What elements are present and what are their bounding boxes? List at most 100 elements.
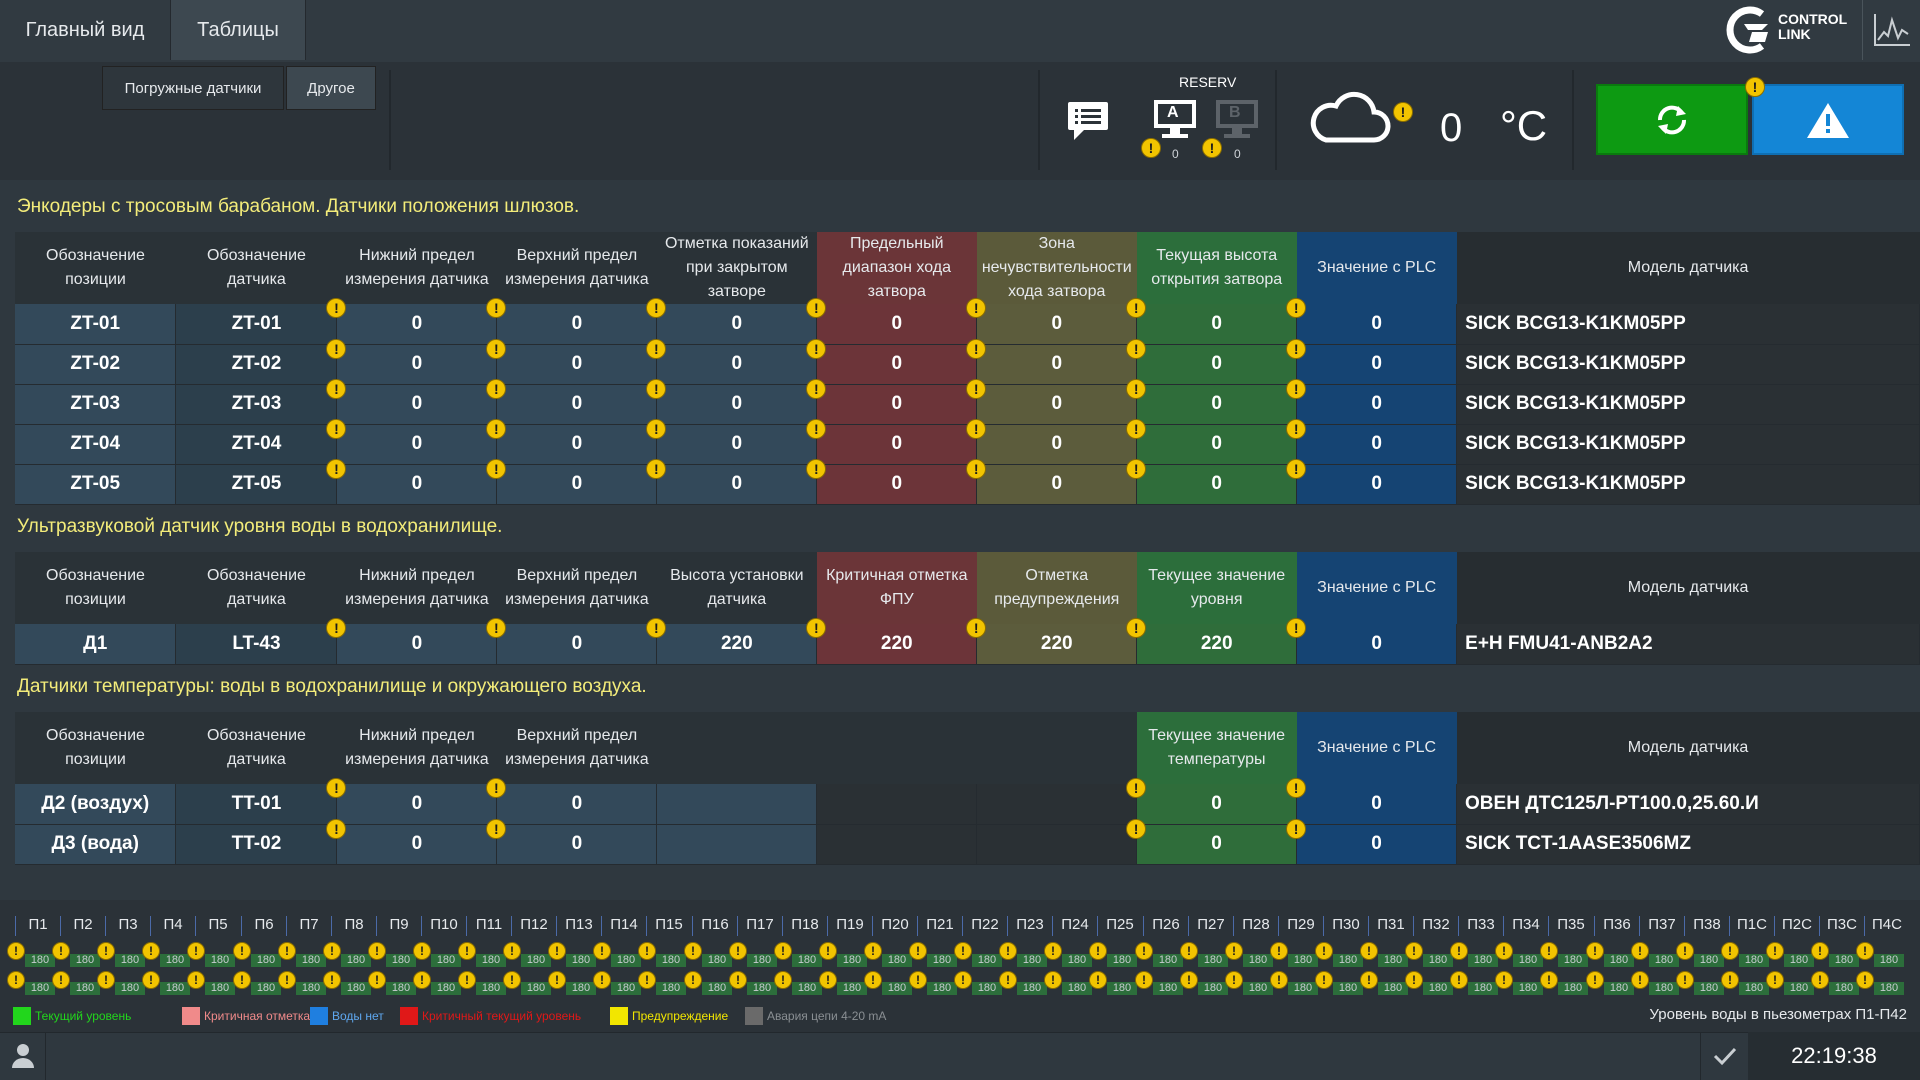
piezometer-column[interactable]: П3! 180! 180 bbox=[97, 916, 150, 995]
warning-icon: ! bbox=[1811, 971, 1829, 989]
cell-col6: 220! bbox=[806, 618, 978, 665]
messages-button[interactable] bbox=[1066, 100, 1110, 147]
cell-col8: 0! bbox=[1126, 298, 1298, 345]
table-row: Д3 (вода) TT-02 0! 0! 0! 0! SICK TCT-1AASE3506… bbox=[15, 818, 1920, 865]
piezometer-column[interactable]: П6! 180! 180 bbox=[233, 916, 286, 995]
piezometer-column[interactable]: П32! 180! 180 bbox=[1405, 916, 1458, 995]
piezometer-column[interactable]: П23! 180! 180 bbox=[999, 916, 1052, 995]
piezometer-column[interactable]: П30! 180! 180 bbox=[1315, 916, 1368, 995]
cell-col6: 0! bbox=[806, 418, 978, 465]
piezometer-column[interactable]: П35! 180! 180 bbox=[1540, 916, 1593, 995]
warning-icon: ! bbox=[806, 298, 827, 318]
piezometer-value: 180 bbox=[1739, 982, 1769, 995]
piezometer-column[interactable]: П31! 180! 180 bbox=[1360, 916, 1413, 995]
piezometer-column[interactable]: П27! 180! 180 bbox=[1180, 916, 1233, 995]
col-position: Обозначение позиции bbox=[15, 232, 176, 304]
piezometer-column[interactable]: П16! 180! 180 bbox=[684, 916, 737, 995]
subtab-submersible-sensors[interactable]: Погружные датчики bbox=[102, 66, 284, 110]
piezometer-column[interactable]: П22! 180! 180 bbox=[954, 916, 1007, 995]
piezometer-column[interactable]: П21! 180! 180 bbox=[909, 916, 962, 995]
piezometer-column[interactable]: П17! 180! 180 bbox=[729, 916, 782, 995]
cell-value: SICK BCG13-K1KM05PP bbox=[1465, 433, 1686, 454]
cell-value: 0 bbox=[1211, 433, 1222, 454]
piezometer-value: 180 bbox=[1017, 982, 1047, 995]
piezometer-column[interactable]: П19! 180! 180 bbox=[819, 916, 872, 995]
refresh-button[interactable] bbox=[1596, 84, 1748, 155]
warning-icon: ! bbox=[1044, 971, 1062, 989]
piezometer-value: 180 bbox=[1784, 954, 1814, 967]
piezometer-column[interactable]: П25! 180! 180 bbox=[1089, 916, 1142, 995]
col-upper-limit: Верхний предел измерения датчика bbox=[496, 552, 657, 624]
piezometer-column[interactable]: П24! 180! 180 bbox=[1044, 916, 1097, 995]
piezometer-column[interactable]: П4С! 180! 180 bbox=[1856, 916, 1909, 995]
piezometer-value: 180 bbox=[1468, 954, 1498, 967]
cell-value: LT-43 bbox=[232, 632, 281, 654]
tab-tables[interactable]: Таблицы bbox=[170, 0, 306, 60]
alarm-button[interactable] bbox=[1752, 84, 1904, 155]
piezometer-column[interactable]: П1! 180! 180 bbox=[7, 916, 60, 995]
piezometer-value: 180 bbox=[25, 982, 55, 995]
piezometer-column[interactable]: П5! 180! 180 bbox=[187, 916, 240, 995]
piezometer-column[interactable]: П10! 180! 180 bbox=[413, 916, 466, 995]
cell-value: ZT-02 bbox=[231, 353, 282, 374]
piezometer-column[interactable]: П18! 180! 180 bbox=[774, 916, 827, 995]
warning-icon: ! bbox=[368, 971, 386, 989]
subtab-other[interactable]: Другое bbox=[286, 66, 376, 110]
warning-icon: ! bbox=[1126, 778, 1147, 798]
cell-value: 0 bbox=[571, 792, 583, 814]
warning-icon: ! bbox=[278, 942, 296, 960]
piezometer-column[interactable]: П8! 180! 180 bbox=[323, 916, 376, 995]
acknowledge-button[interactable] bbox=[1700, 1032, 1748, 1080]
cell-col8: 220! bbox=[1126, 618, 1298, 665]
piezometer-column[interactable]: П11! 180! 180 bbox=[458, 916, 511, 995]
cell-value: Д1 bbox=[83, 632, 108, 654]
piezometer-column[interactable]: П13! 180! 180 bbox=[548, 916, 601, 995]
piezometer-column[interactable]: П7! 180! 180 bbox=[278, 916, 331, 995]
legend-item: Критичная отметка bbox=[182, 1006, 310, 1026]
piezometer-column[interactable]: П28! 180! 180 bbox=[1225, 916, 1278, 995]
piezometer-value: 180 bbox=[70, 982, 100, 995]
trend-chart-button[interactable] bbox=[1862, 0, 1920, 60]
tab-main-view[interactable]: Главный вид bbox=[25, 18, 145, 41]
piezometer-value: 180 bbox=[1558, 954, 1588, 967]
cell-position: ZT-05 bbox=[15, 464, 177, 505]
warning-icon: ! bbox=[1676, 971, 1694, 989]
piezometer-column[interactable]: П12! 180! 180 bbox=[503, 916, 556, 995]
piezometer-column[interactable]: П33! 180! 180 bbox=[1450, 916, 1503, 995]
piezometer-column[interactable]: П3С! 180! 180 bbox=[1811, 916, 1864, 995]
piezometer-column[interactable]: П34! 180! 180 bbox=[1495, 916, 1548, 995]
piezometer-column[interactable]: П1С! 180! 180 bbox=[1721, 916, 1774, 995]
cell-value: 220 bbox=[1040, 632, 1073, 654]
piezometer-column[interactable]: П9! 180! 180 bbox=[368, 916, 421, 995]
piezometer-column[interactable]: П14! 180! 180 bbox=[593, 916, 646, 995]
cell-value: 0 bbox=[1371, 393, 1382, 414]
piezometer-value: 180 bbox=[566, 982, 596, 995]
piezometer-value: 180 bbox=[1694, 982, 1724, 995]
piezometer-column[interactable]: П38! 180! 180 bbox=[1676, 916, 1729, 995]
piezometer-column[interactable]: П20! 180! 180 bbox=[864, 916, 917, 995]
server-a[interactable]: A bbox=[1152, 98, 1198, 147]
cell-value: 0 bbox=[731, 433, 743, 454]
warning-icon: ! bbox=[1495, 942, 1513, 960]
piezometer-value: 180 bbox=[1288, 982, 1318, 995]
piezometer-column[interactable]: П37! 180! 180 bbox=[1631, 916, 1684, 995]
piezometer-column[interactable]: П26! 180! 180 bbox=[1135, 916, 1188, 995]
piezometer-value: 180 bbox=[611, 982, 641, 995]
cell-col5 bbox=[656, 784, 818, 825]
piezometer-column[interactable]: П29! 180! 180 bbox=[1270, 916, 1323, 995]
piezometer-column[interactable]: П4! 180! 180 bbox=[142, 916, 195, 995]
server-b[interactable]: B bbox=[1214, 98, 1260, 147]
piezometer-column[interactable]: П2! 180! 180 bbox=[52, 916, 105, 995]
piezometer-value: 180 bbox=[70, 954, 100, 967]
piezometer-column[interactable]: П2С! 180! 180 bbox=[1766, 916, 1819, 995]
piezometer-column[interactable]: П15! 180! 180 bbox=[638, 916, 691, 995]
warning-icon: ! bbox=[1856, 942, 1874, 960]
warning-icon: ! bbox=[1126, 618, 1147, 638]
user-button[interactable] bbox=[0, 1032, 46, 1080]
legend-item: Предупреждение bbox=[610, 1006, 728, 1026]
cell-sensor: ZT-03 bbox=[175, 384, 338, 425]
piezometer-column[interactable]: П36! 180! 180 bbox=[1586, 916, 1639, 995]
cell-value: 0 bbox=[1371, 792, 1382, 814]
piezometer-label: П1 bbox=[15, 916, 60, 936]
cell-upper-limit: 0! bbox=[486, 378, 658, 425]
